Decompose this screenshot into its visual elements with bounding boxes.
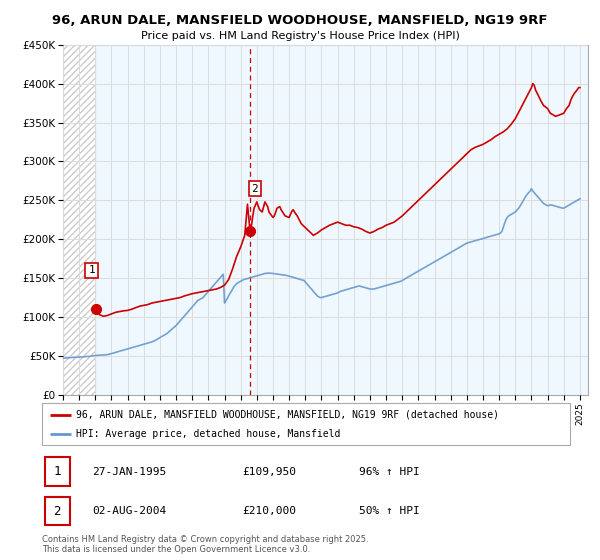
Bar <box>63 45 97 395</box>
Text: 1: 1 <box>88 265 95 276</box>
Text: 27-JAN-1995: 27-JAN-1995 <box>92 466 166 477</box>
Bar <box>44 497 70 525</box>
Bar <box>44 458 70 486</box>
Text: £109,950: £109,950 <box>242 466 296 477</box>
Text: 50% ↑ HPI: 50% ↑ HPI <box>359 506 419 516</box>
Text: Contains HM Land Registry data © Crown copyright and database right 2025.
This d: Contains HM Land Registry data © Crown c… <box>42 535 368 554</box>
Bar <box>63 45 97 395</box>
Text: Price paid vs. HM Land Registry's House Price Index (HPI): Price paid vs. HM Land Registry's House … <box>140 31 460 41</box>
Text: 96, ARUN DALE, MANSFIELD WOODHOUSE, MANSFIELD, NG19 9RF: 96, ARUN DALE, MANSFIELD WOODHOUSE, MANS… <box>52 14 548 27</box>
Text: 96% ↑ HPI: 96% ↑ HPI <box>359 466 419 477</box>
Text: HPI: Average price, detached house, Mansfield: HPI: Average price, detached house, Mans… <box>76 429 341 439</box>
Text: 2: 2 <box>53 505 61 517</box>
Bar <box>97 45 588 395</box>
Text: 2: 2 <box>251 184 258 194</box>
Text: 02-AUG-2004: 02-AUG-2004 <box>92 506 166 516</box>
Text: 96, ARUN DALE, MANSFIELD WOODHOUSE, MANSFIELD, NG19 9RF (detached house): 96, ARUN DALE, MANSFIELD WOODHOUSE, MANS… <box>76 409 499 419</box>
Text: £210,000: £210,000 <box>242 506 296 516</box>
Text: 1: 1 <box>53 465 61 478</box>
